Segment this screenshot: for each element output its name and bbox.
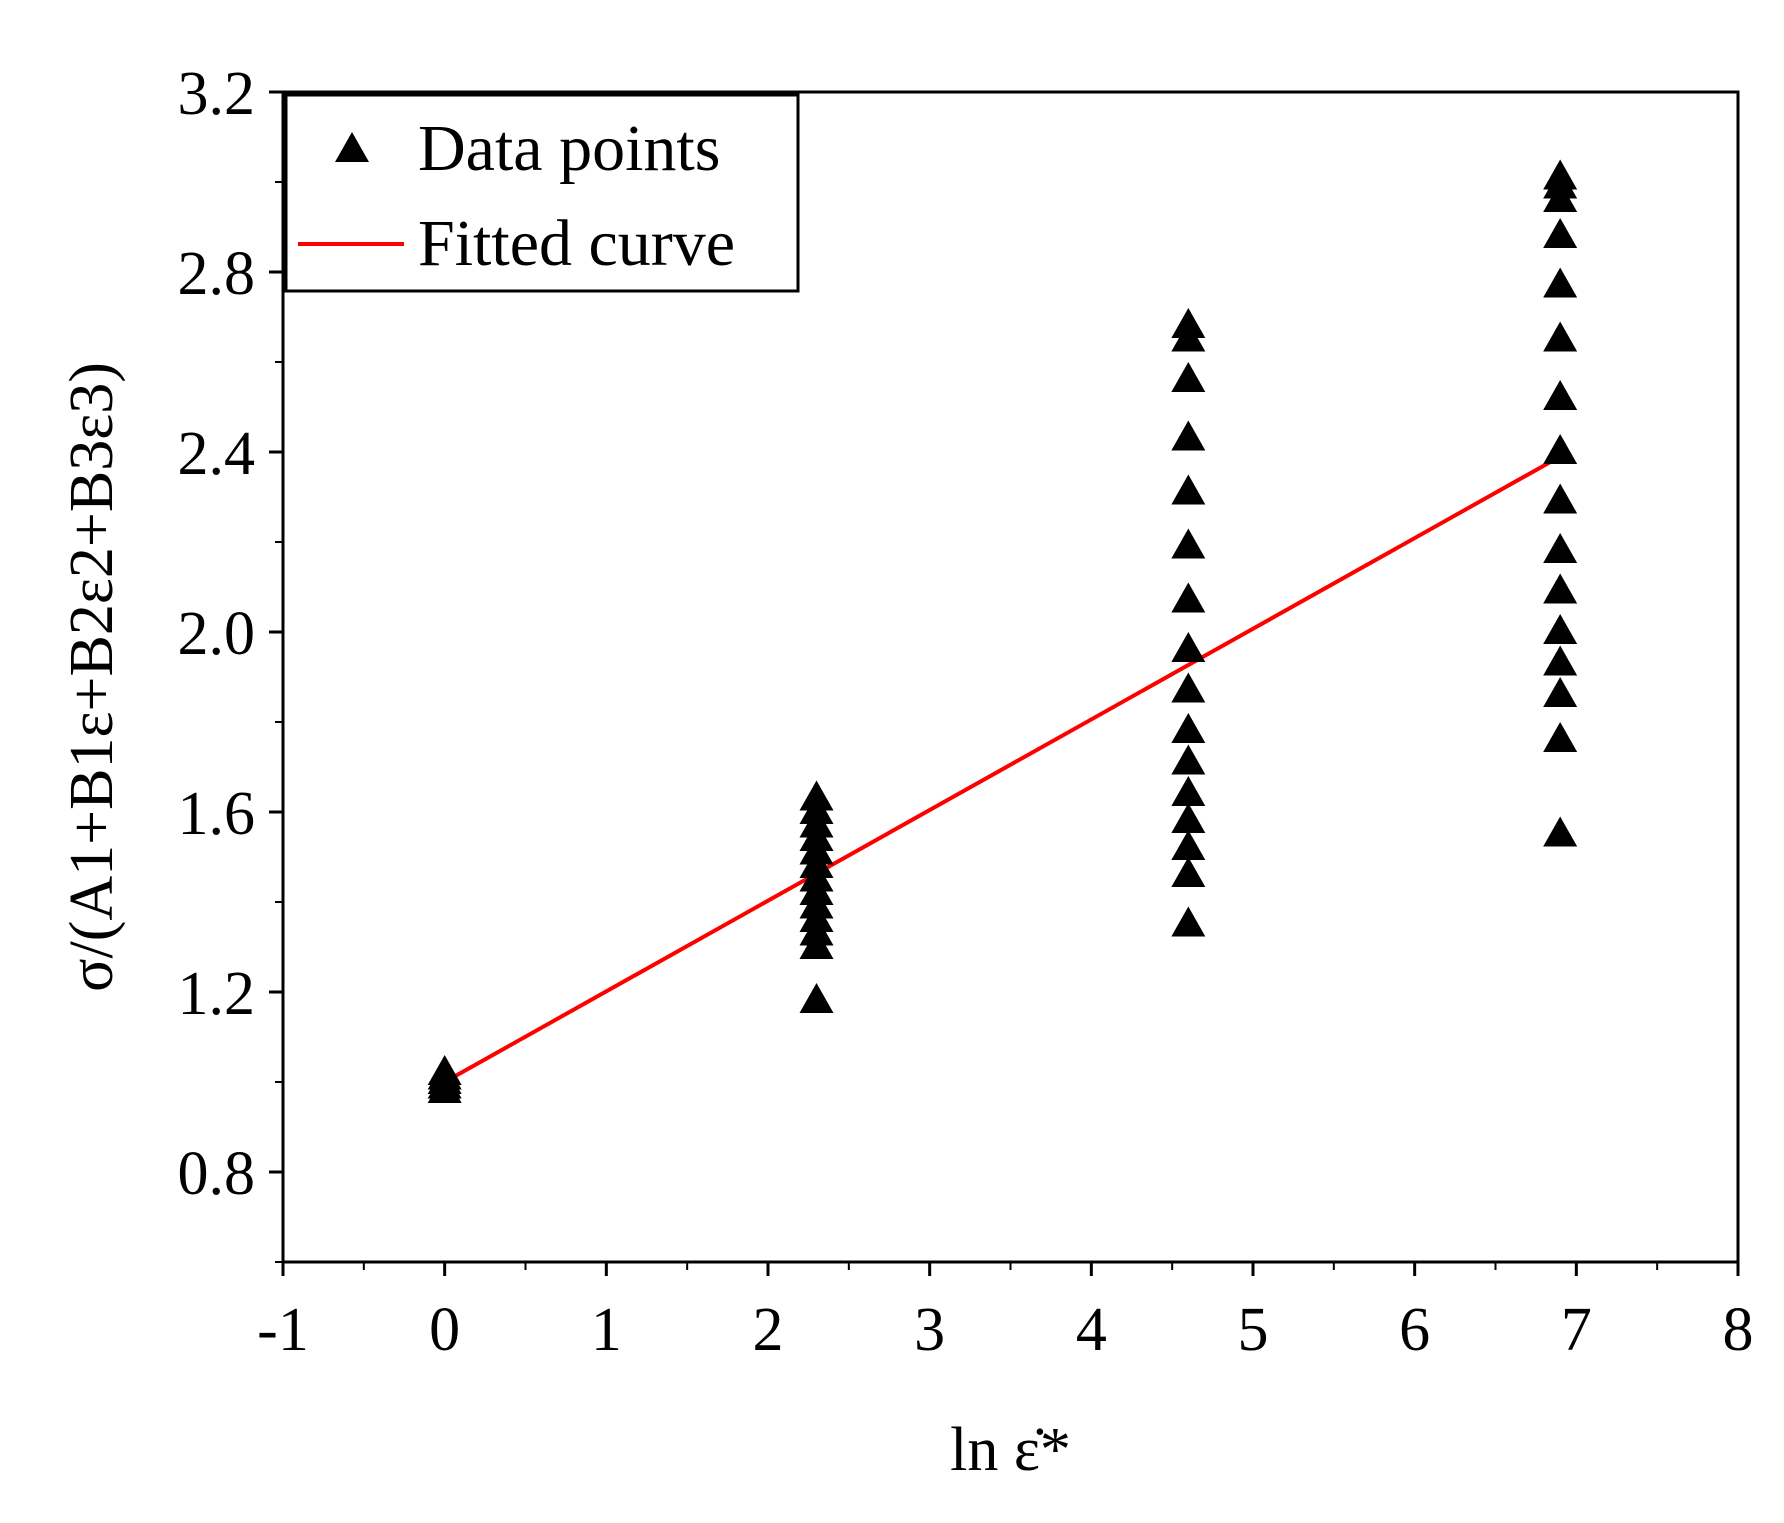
data-point [427,1055,462,1085]
y-tick-label: 3.2 [178,60,256,128]
x-tick-label: 3 [914,1296,945,1364]
data-point [1171,713,1206,743]
data-point [1171,582,1206,613]
data-point [1543,483,1578,514]
x-tick-label: 4 [1076,1296,1107,1364]
legend-triangle-icon [335,132,369,162]
data-point [1543,677,1578,707]
data-point [1171,528,1206,559]
x-tick-label: -1 [257,1296,309,1364]
data-point [1543,614,1578,644]
data-point [1171,474,1206,505]
data-point [1171,672,1206,703]
data-point [799,780,834,811]
data-point [1171,906,1206,937]
x-tick-label: 1 [591,1296,622,1364]
data-point [1171,744,1206,775]
data-point [1171,857,1206,887]
y-tick-label: 1.2 [178,960,256,1028]
fitted-curve-line [443,454,1562,1084]
legend-label-fitted-curve: Fitted curve [418,207,735,280]
legend-box [284,93,800,293]
y-axis-title: σ/(A1+B1ε+B2ε2+B3ε3) [58,362,126,992]
data-point [1543,573,1578,604]
data-point [1543,434,1578,464]
data-point [1171,803,1206,833]
data-point [1171,632,1206,662]
fitted-curve-layer [443,454,1562,1084]
data-point [1543,722,1578,752]
data-point [1543,159,1578,190]
x-tick-label: 7 [1561,1296,1592,1364]
data-point [799,983,834,1013]
data-point [1171,308,1206,338]
x-tick-label: 8 [1723,1296,1754,1364]
data-point [1171,776,1206,806]
y-tick-label: 2.8 [178,240,256,308]
data-point [1543,380,1578,410]
data-point [1543,645,1578,676]
data-point [1543,816,1578,847]
y-tick-label: 0.8 [178,1140,256,1208]
y-tick-label: 2.4 [178,420,256,488]
axis-ticks: -1 0 1 2 3 4 5 6 7 8 0.8 1.2 1.6 2.0 2.4 2.8 3.2 [178,60,1754,1364]
legend: Data points Fitted curve [284,93,800,293]
data-point [1543,321,1578,352]
data-point [1171,362,1206,392]
data-point [1543,267,1578,298]
data-points-layer [427,159,1578,1103]
y-tick-label: 1.6 [178,780,256,848]
x-tick-label: 0 [429,1296,460,1364]
y-tick-label: 2.0 [178,600,256,668]
data-point [1543,218,1578,248]
data-point [1171,420,1206,451]
x-tick-label: 6 [1399,1296,1430,1364]
x-tick-label: 2 [753,1296,784,1364]
legend-label-data-points: Data points [418,112,720,185]
x-axis-title: ln ε̇* [950,1416,1071,1484]
data-point [1543,533,1578,563]
x-tick-label: 5 [1238,1296,1269,1364]
data-point [1171,830,1206,860]
